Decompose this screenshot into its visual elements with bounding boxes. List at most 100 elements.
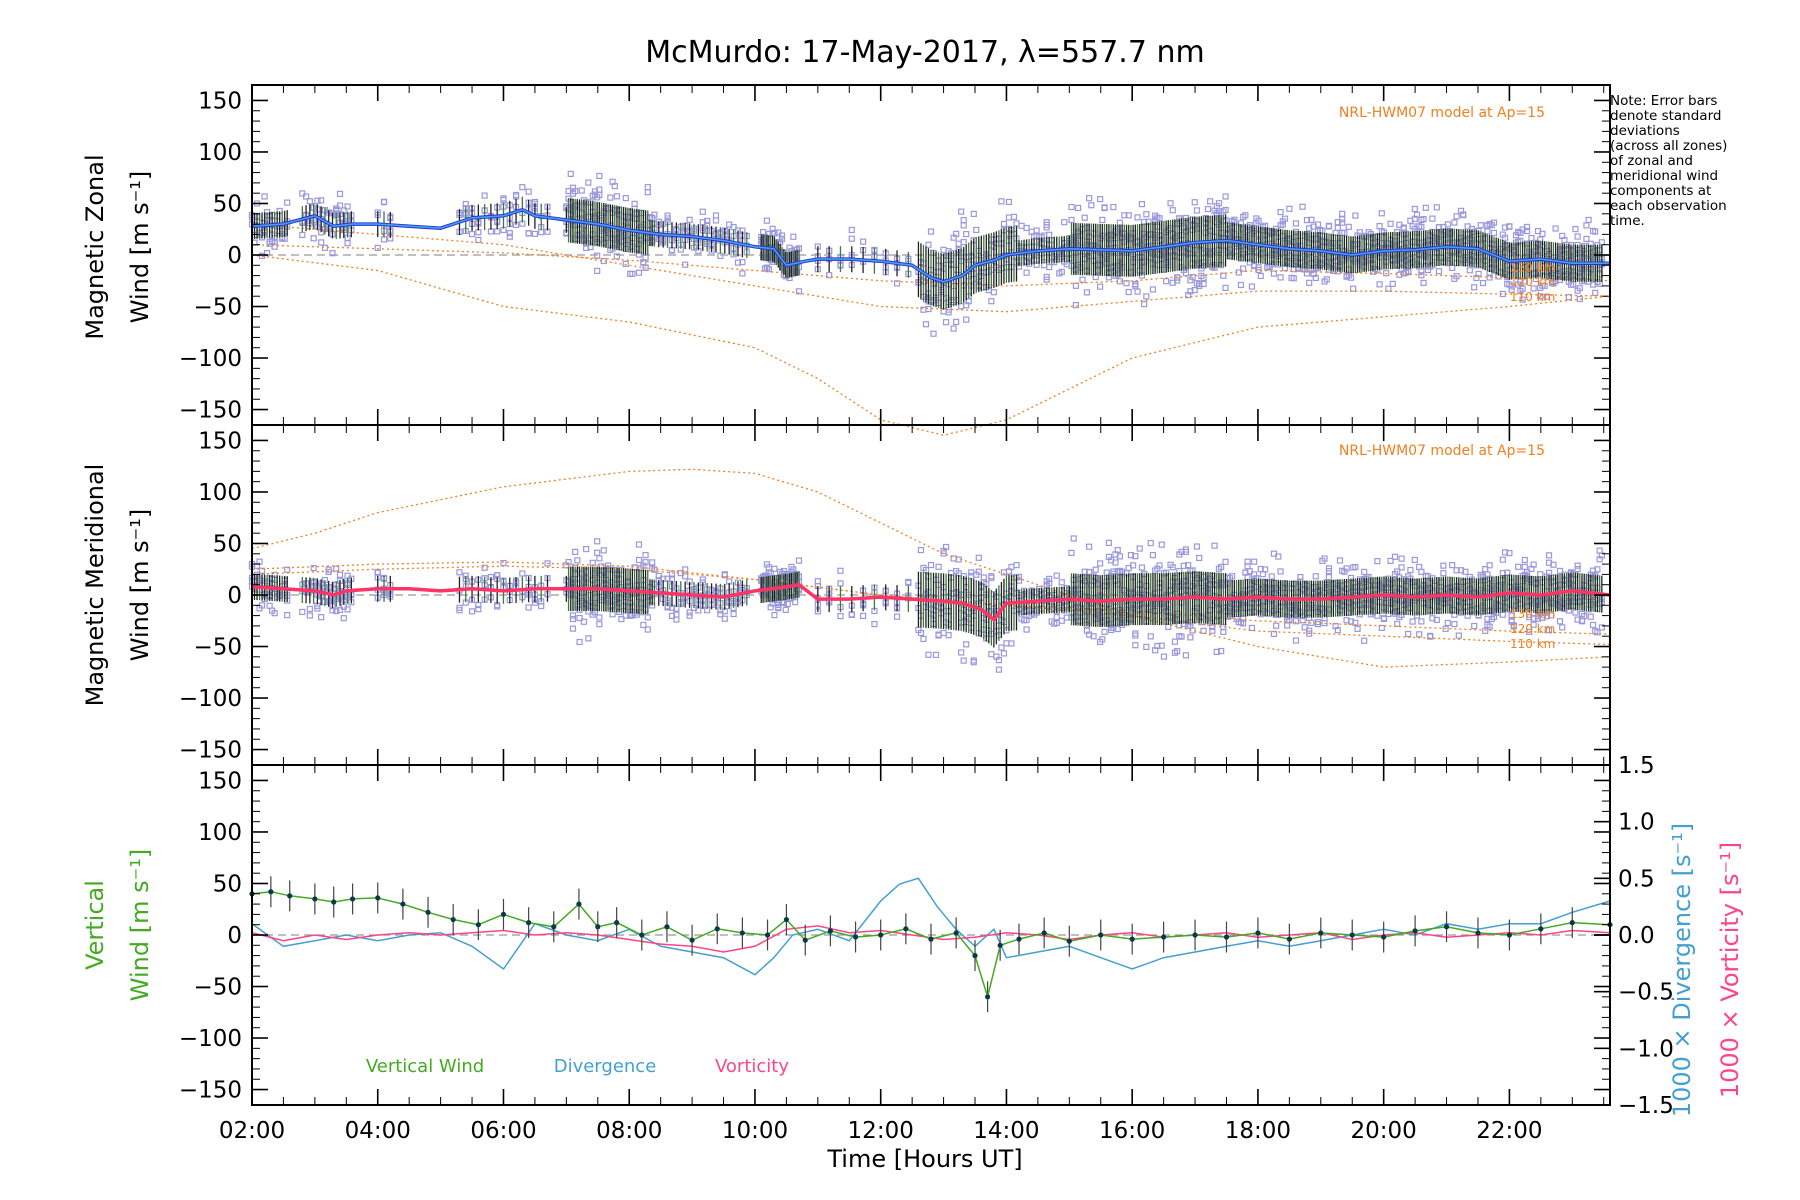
scatter-point	[380, 198, 388, 205]
scatter-point	[1484, 228, 1491, 235]
scatter-point	[837, 567, 844, 574]
scatter-point	[739, 258, 746, 266]
scatter-point	[1005, 198, 1013, 206]
scatter-point	[859, 238, 867, 245]
scatter-point	[761, 265, 769, 272]
scatter-point	[1398, 564, 1405, 571]
scatter-point	[970, 657, 977, 664]
scatter-point	[1240, 265, 1247, 272]
scatter-point	[1598, 624, 1605, 631]
scatter-point	[1086, 195, 1093, 202]
scatter-point	[1083, 289, 1091, 296]
scatter-point	[622, 260, 629, 268]
scatter-point	[1058, 579, 1065, 586]
scatter-point	[930, 330, 937, 337]
scatter-point	[1583, 235, 1590, 242]
scatter-point	[1510, 622, 1517, 629]
scatter-point	[1548, 612, 1555, 619]
scatter-point	[1046, 264, 1053, 271]
scatter-point	[336, 571, 344, 578]
y-tick-label: 0	[227, 923, 242, 949]
scatter-point	[763, 264, 771, 271]
scatter-point	[1292, 637, 1300, 644]
scatter-point	[1411, 205, 1418, 213]
scatter-point	[1149, 286, 1157, 293]
scatter-point	[1246, 568, 1253, 575]
scatter-point	[953, 230, 960, 237]
scatter-point	[306, 198, 313, 205]
scatter-point	[1072, 282, 1080, 289]
model-curve-120km	[251, 561, 1611, 646]
scatter-point	[1099, 216, 1106, 223]
vertical-wind-point	[1475, 930, 1481, 936]
scatter-point	[958, 208, 965, 215]
scatter-point	[494, 228, 501, 235]
scatter-point	[998, 644, 1005, 651]
vertical-wind-point	[953, 930, 959, 936]
scatter-point	[1079, 276, 1086, 283]
scatter-point	[456, 569, 463, 576]
scatter-point	[299, 231, 306, 239]
scatter-point	[1565, 294, 1572, 301]
scatter-point	[302, 193, 310, 200]
scatter-point	[594, 267, 601, 275]
scatter-point	[1523, 227, 1531, 235]
scatter-point	[960, 657, 967, 664]
scatter-point	[1444, 221, 1451, 228]
y-tick-label: −50	[193, 975, 242, 1001]
scatter-point	[344, 203, 351, 210]
scatter-point	[1046, 231, 1053, 238]
vertical-wind-point	[972, 953, 978, 959]
scatter-point	[1312, 274, 1319, 282]
scatter-point	[837, 612, 844, 620]
scatter-point	[1209, 623, 1216, 630]
scatter-point	[988, 651, 995, 658]
vertical-wind-point	[664, 924, 670, 930]
vertical-wind-point	[287, 893, 293, 899]
scatter-point	[950, 325, 957, 332]
scatter-point	[1299, 203, 1306, 210]
scatter-point	[1389, 280, 1396, 287]
vertical-wind-point	[1098, 932, 1104, 938]
scatter-point	[475, 236, 482, 244]
scatter-point	[998, 198, 1005, 205]
scatter-point	[1292, 220, 1300, 227]
vertical-wind-point	[1255, 930, 1261, 936]
vertical-wind-point	[903, 926, 909, 932]
vertical-wind-point	[802, 937, 808, 943]
meridional-wind-line	[251, 582, 1611, 623]
scatter-point	[1090, 633, 1097, 640]
scatter-point	[990, 289, 997, 296]
scatter-point	[1420, 279, 1427, 286]
scatter-point	[1321, 555, 1328, 562]
scatter-point	[1279, 221, 1286, 228]
scatter-point	[538, 229, 545, 236]
scatter-point	[1537, 571, 1544, 578]
scatter-point	[1574, 233, 1581, 240]
y-tick-label: 100	[198, 820, 242, 846]
scatter-point	[1156, 215, 1163, 222]
vertical-wind-point	[739, 930, 745, 936]
zonal-wind-line-highlight	[251, 208, 1610, 283]
scatter-point	[1277, 208, 1284, 216]
y-tick-label: −150	[179, 738, 242, 764]
scatter-point	[594, 538, 601, 545]
scatter-point	[917, 629, 925, 636]
scatter-point	[1185, 561, 1192, 569]
scatter-point	[1257, 272, 1264, 280]
scatter-point	[686, 216, 693, 223]
scatter-point	[1248, 624, 1256, 632]
scatter-point	[481, 192, 488, 199]
vertical-wind-point	[500, 911, 507, 917]
scatter-point	[1138, 201, 1146, 208]
scatter-point	[333, 608, 340, 615]
scatter-point	[1556, 618, 1564, 625]
scatter-point	[456, 604, 463, 611]
scatter-point	[1218, 647, 1225, 655]
scatter-point	[1570, 281, 1577, 288]
scatter-point	[569, 625, 577, 632]
vertical-wind-point	[349, 896, 356, 902]
scatter-point	[1229, 573, 1236, 580]
scatter-point	[1053, 614, 1060, 621]
scatter-point	[1552, 225, 1559, 232]
